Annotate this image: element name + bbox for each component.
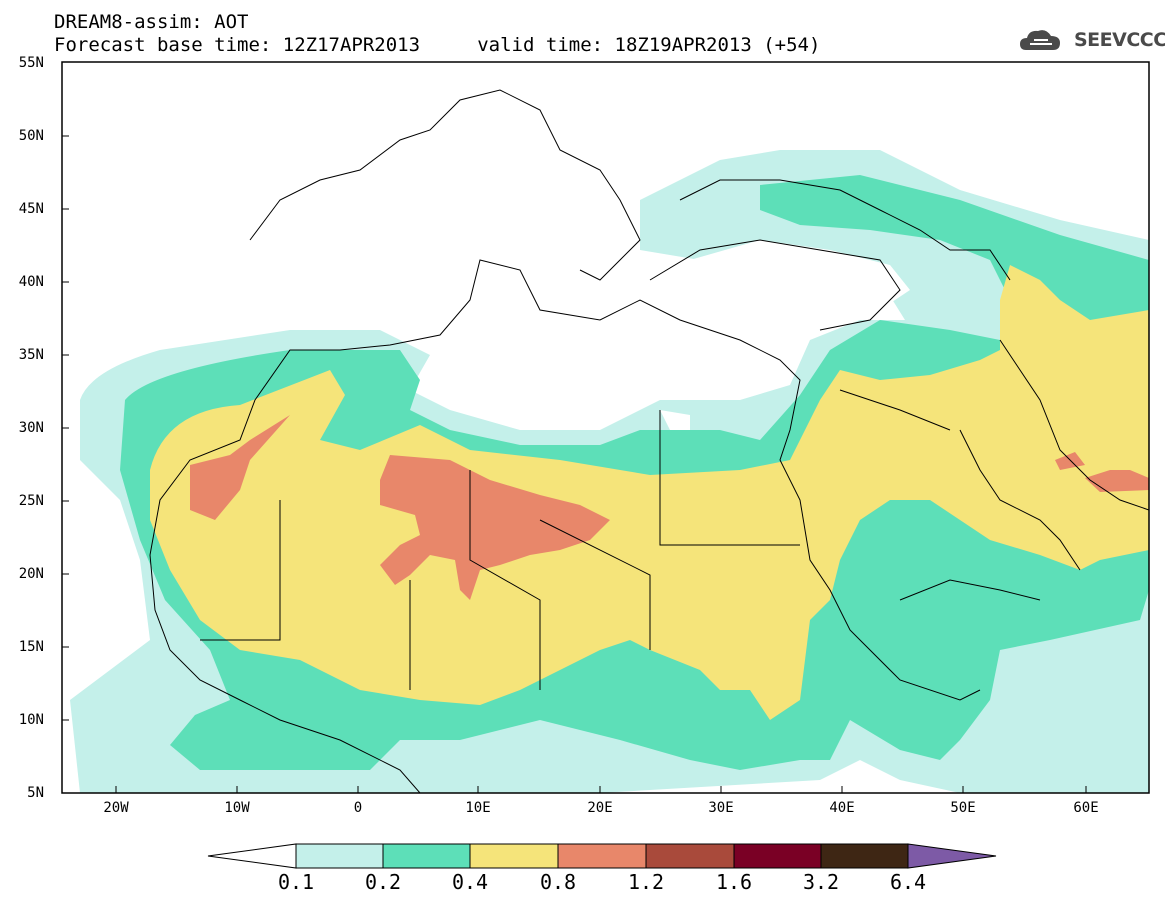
aot-contour-0.4	[150, 265, 1149, 720]
aot-contour-0.8	[1055, 452, 1085, 470]
border	[659, 410, 800, 546]
lon-label: 10E	[465, 800, 491, 816]
clear-region	[690, 240, 910, 310]
border	[899, 579, 1041, 601]
aot-contour-0.8	[190, 415, 290, 520]
border	[539, 519, 651, 650]
colorbar-swatch	[733, 843, 822, 869]
colorbar-swatch	[295, 843, 384, 869]
lat-label: 45N	[18, 201, 44, 217]
lon-label: 50E	[950, 800, 976, 816]
axis-ticks	[62, 135, 1087, 793]
colorbar-swatch	[645, 843, 735, 869]
lat-label: 30N	[18, 420, 44, 436]
colorbar-swatch	[469, 843, 559, 869]
colorbar-swatch	[382, 843, 471, 869]
lat-label: 35N	[18, 347, 44, 363]
aot-contour-0.8	[380, 455, 610, 600]
border	[469, 470, 541, 690]
coastline	[999, 339, 1149, 511]
colorbar-label: 1.2	[627, 870, 665, 894]
coastline	[149, 554, 421, 793]
colorbar-label: 0.1	[277, 870, 315, 894]
lat-label: 5N	[27, 785, 44, 801]
coastline	[149, 259, 981, 701]
lat-label: 15N	[18, 639, 44, 655]
coastline	[959, 429, 1081, 571]
colorbar-swatch	[207, 843, 297, 869]
coastline	[249, 89, 641, 281]
lon-label: 60E	[1073, 800, 1099, 816]
cloud-logo-icon	[1020, 30, 1060, 50]
clear-region	[660, 410, 690, 430]
lat-label: 10N	[18, 712, 44, 728]
lat-label: 25N	[18, 493, 44, 509]
colorbar-label: 0.4	[451, 870, 489, 894]
clear-region	[450, 290, 840, 375]
logo-text: SEEVCCC	[1074, 29, 1165, 51]
lat-label: 20N	[18, 566, 44, 582]
border	[839, 389, 951, 431]
colorbar-label: 1.6	[715, 870, 753, 894]
coastline	[679, 179, 1011, 281]
lon-label: 10W	[224, 800, 250, 816]
aot-contour-0.8	[1085, 470, 1149, 492]
lon-label: 40E	[829, 800, 855, 816]
map-title: DREAM8-assim: AOT	[54, 11, 249, 33]
lat-label: 40N	[18, 274, 44, 290]
colorbar-label: 6.4	[889, 870, 927, 894]
lon-label: 0	[353, 800, 363, 816]
colorbar-label: 3.2	[802, 870, 840, 894]
lat-label: 50N	[18, 128, 44, 144]
colorbar-swatch	[557, 843, 647, 869]
colorbar-swatch	[907, 843, 997, 869]
lon-label: 20E	[587, 800, 613, 816]
lon-label: 20W	[103, 800, 129, 816]
lat-label: 55N	[18, 55, 44, 71]
colorbar-swatch	[820, 843, 909, 869]
coastline	[649, 239, 901, 331]
colorbar-label: 0.8	[539, 870, 577, 894]
colorbar-label: 0.2	[364, 870, 402, 894]
border	[200, 500, 281, 641]
forecast-time-line: Forecast base time: 12Z17APR2013 valid t…	[54, 34, 821, 56]
lon-label: 30E	[708, 800, 734, 816]
